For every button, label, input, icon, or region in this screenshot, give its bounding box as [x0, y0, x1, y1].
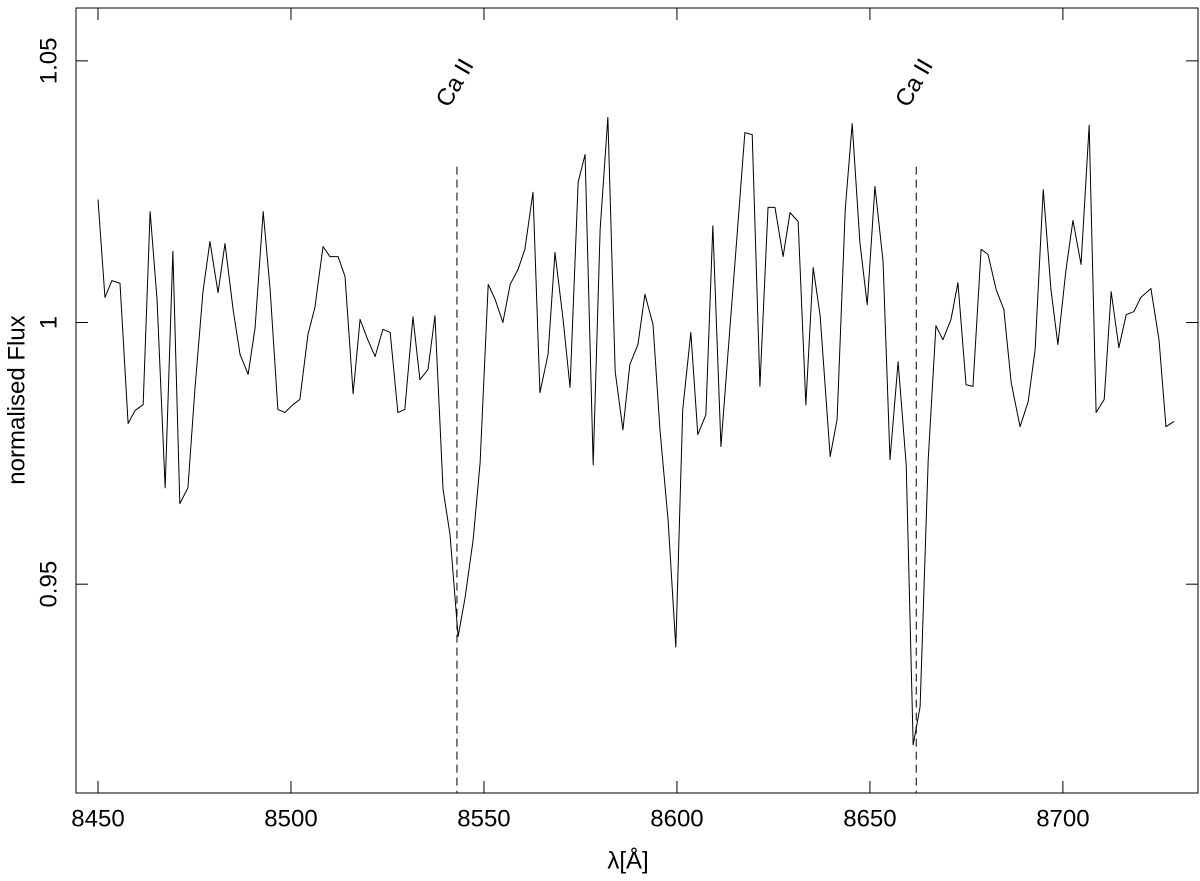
x-tick-label: 8450	[71, 805, 124, 832]
x-tick-label: 8500	[264, 805, 317, 832]
spectrum-line	[97, 116, 1175, 746]
x-tick-label: 8550	[457, 805, 510, 832]
x-tick-label: 8700	[1036, 805, 1089, 832]
annotation: Ca II	[431, 54, 480, 111]
y-tick-label: 1.05	[35, 37, 62, 84]
plot-frame	[75, 7, 1199, 794]
x-axis-label: λ[Å]	[607, 846, 648, 874]
x-tick-label: 8650	[843, 805, 896, 832]
y-tick-label: 0.95	[35, 561, 62, 608]
annotation: Ca II	[890, 54, 939, 111]
y-tick-label: 1	[35, 316, 62, 329]
y-axis-label: normalised Flux	[3, 315, 30, 484]
x-tick-label: 8600	[650, 805, 703, 832]
